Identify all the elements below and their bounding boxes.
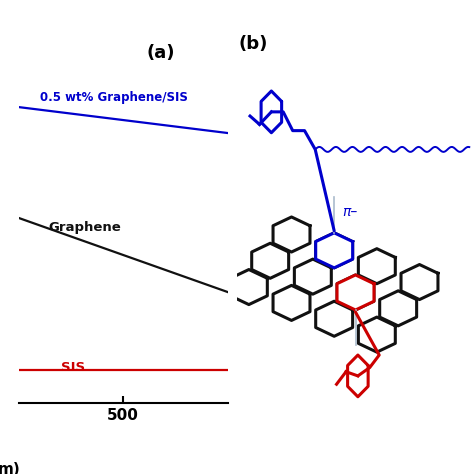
Text: Graphene: Graphene bbox=[48, 221, 121, 234]
Polygon shape bbox=[337, 275, 374, 310]
Text: SIS: SIS bbox=[61, 361, 85, 374]
Text: (a): (a) bbox=[146, 44, 175, 62]
Polygon shape bbox=[294, 259, 331, 294]
Polygon shape bbox=[273, 217, 310, 252]
Polygon shape bbox=[337, 275, 374, 310]
Polygon shape bbox=[380, 291, 417, 326]
Polygon shape bbox=[252, 243, 289, 278]
Polygon shape bbox=[273, 285, 310, 320]
Polygon shape bbox=[316, 301, 353, 336]
Polygon shape bbox=[230, 270, 267, 305]
Polygon shape bbox=[358, 249, 395, 284]
Text: 0.5 wt% Graphene/SIS: 0.5 wt% Graphene/SIS bbox=[40, 91, 188, 104]
Polygon shape bbox=[401, 264, 438, 300]
Polygon shape bbox=[316, 233, 353, 268]
Polygon shape bbox=[358, 317, 395, 352]
Polygon shape bbox=[347, 355, 368, 397]
Polygon shape bbox=[261, 91, 282, 133]
Text: π–: π– bbox=[342, 205, 358, 219]
Text: (b): (b) bbox=[239, 35, 268, 53]
Polygon shape bbox=[316, 233, 353, 268]
Text: m): m) bbox=[0, 462, 21, 474]
